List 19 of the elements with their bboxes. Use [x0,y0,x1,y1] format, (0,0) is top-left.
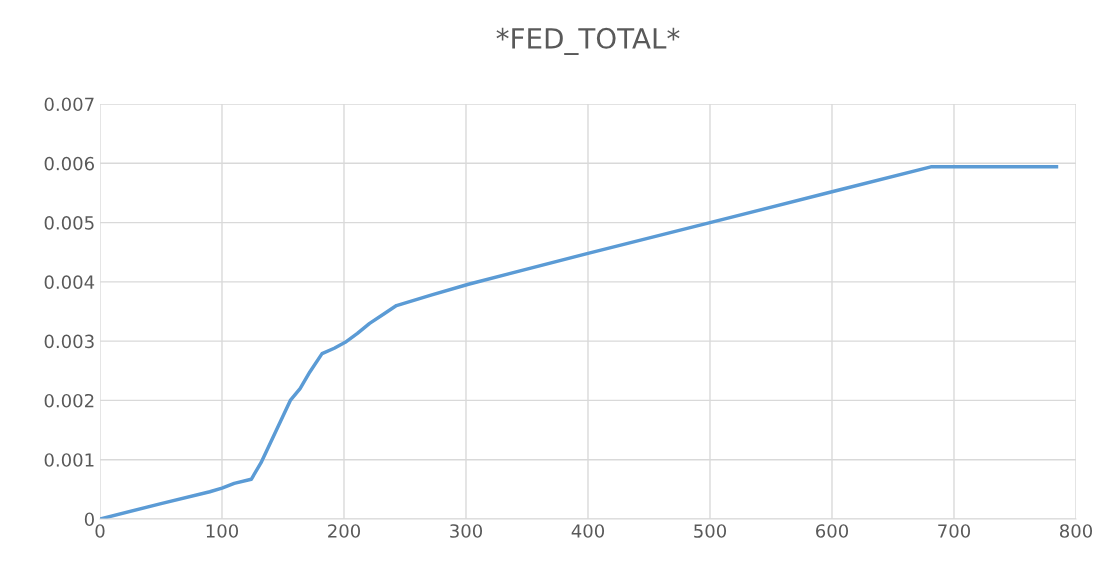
x-tick-label: 500 [694,524,727,538]
x-tick-label: 700 [938,524,971,538]
y-tick-label: 0.002 [44,393,94,408]
x-tick-label: 400 [571,524,605,538]
x-tick-label: 0 [95,524,105,538]
y-tick-label: 0 [84,512,94,527]
x-tick-label: 300 [450,524,483,538]
x-tick-label: 600 [816,524,849,538]
x-tick-label: 800 [1059,524,1093,538]
line-series [100,165,1059,519]
y-tick-label: 0.007 [44,97,94,112]
chart-title: *FED_TOTAL* [496,27,680,55]
y-tick-label: 0.005 [44,216,94,230]
y-tick-label: 0.001 [44,453,94,467]
y-tick-label: 0.004 [44,275,95,289]
x-tick-label: 200 [328,524,361,538]
y-tick-label: 0.003 [44,334,94,349]
x-tick-label: 100 [206,524,239,538]
y-tick-label: 0.006 [44,156,94,171]
